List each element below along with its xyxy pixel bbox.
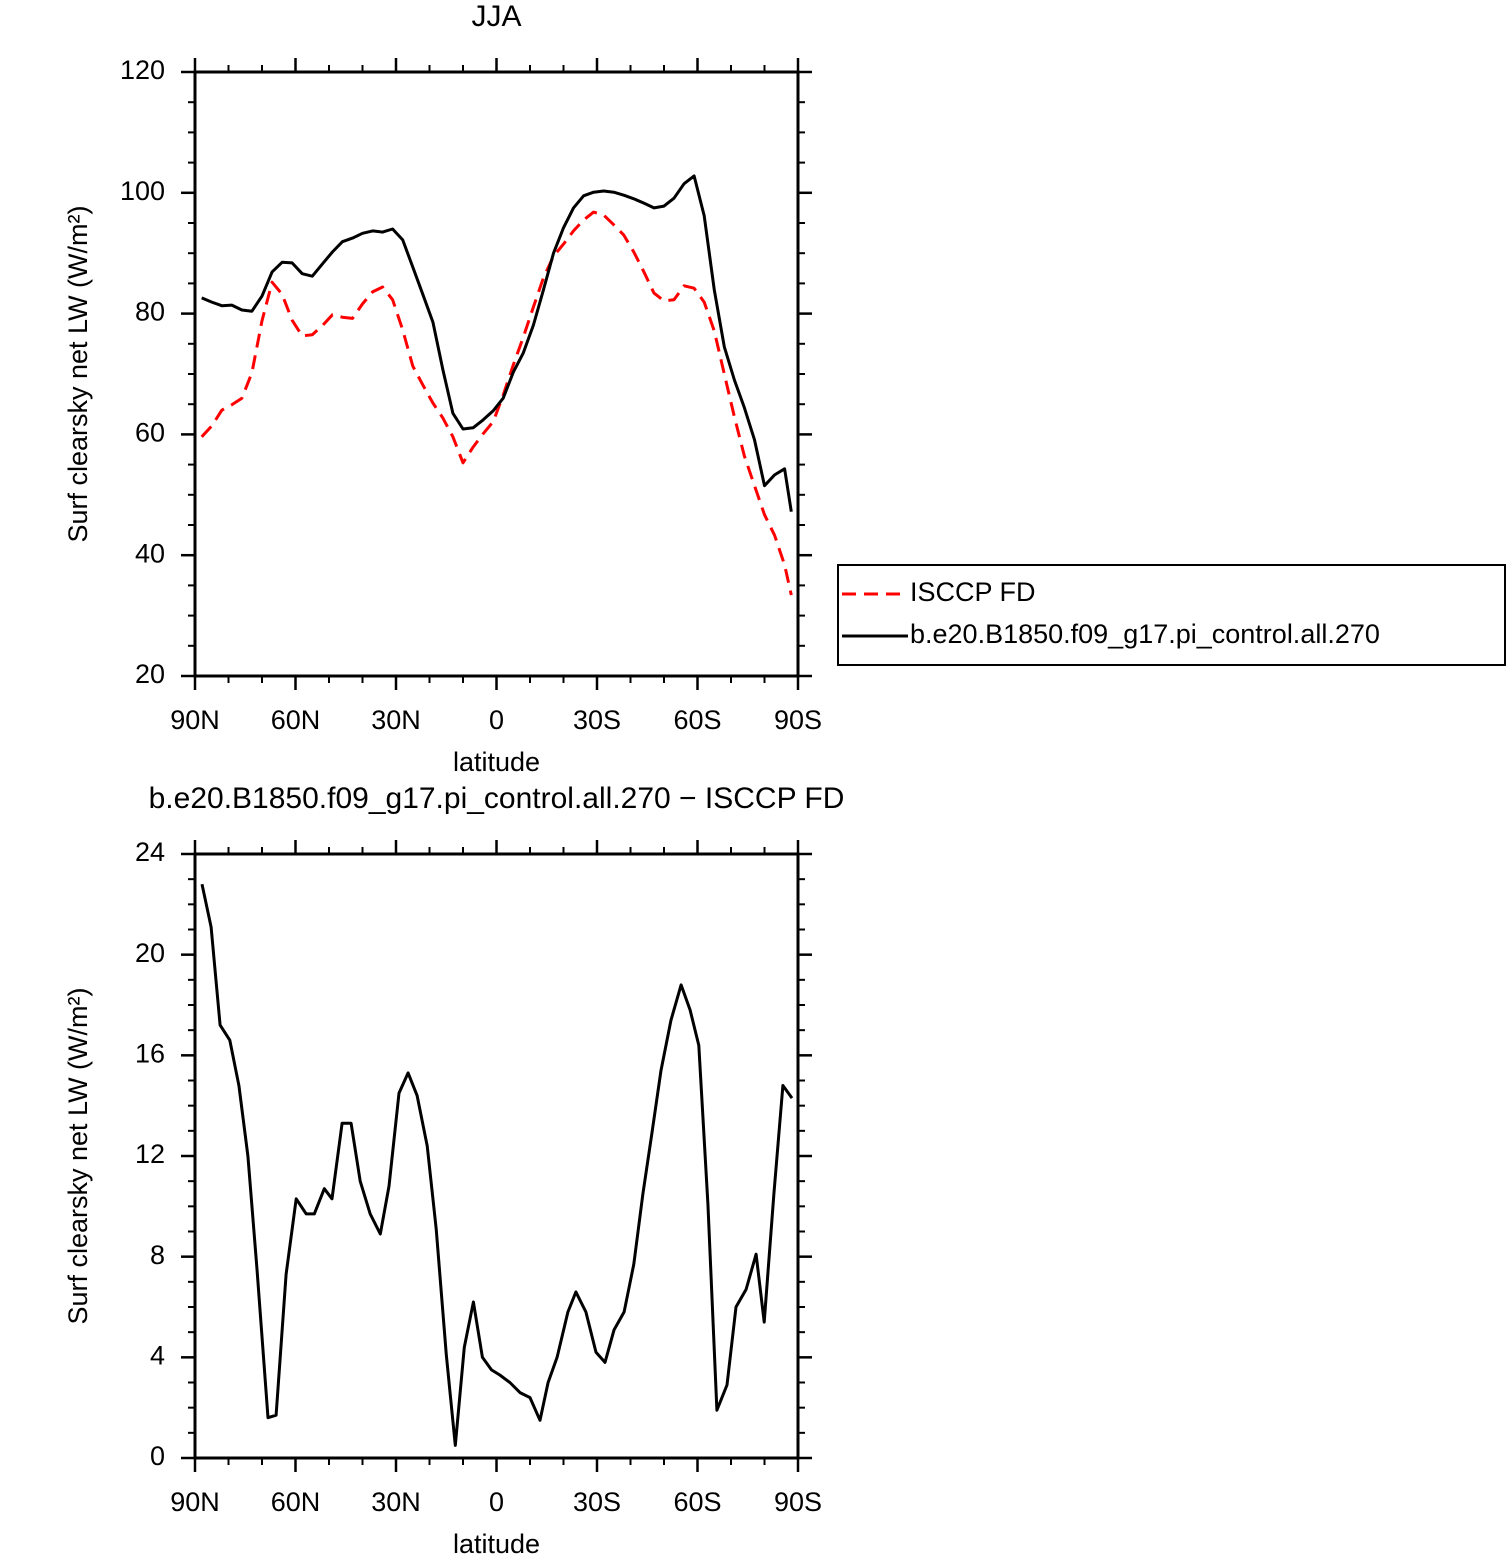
y-tick-label: 12 xyxy=(135,1139,165,1169)
x-tick-label: 90S xyxy=(774,1487,822,1517)
y-axis-label: Surf clearsky net LW (W/m²) xyxy=(63,205,93,542)
y-tick-label: 80 xyxy=(135,297,165,327)
x-tick-label: 90S xyxy=(774,705,822,735)
y-tick-label: 20 xyxy=(135,938,165,968)
x-tick-label: 0 xyxy=(489,1487,504,1517)
x-axis-label: latitude xyxy=(453,1529,540,1559)
x-axis-label: latitude xyxy=(453,747,540,777)
x-tick-label: 30N xyxy=(371,705,421,735)
legend-box xyxy=(837,564,1506,666)
x-tick-label: 60N xyxy=(271,1487,321,1517)
data-line xyxy=(201,174,793,512)
chart-title: JJA xyxy=(471,0,521,33)
x-tick-label: 60S xyxy=(673,705,721,735)
chart-title: b.e20.B1850.f09_g17.pi_control.all.270 −… xyxy=(149,782,845,815)
y-tick-label: 24 xyxy=(135,837,165,867)
legend-label: b.e20.B1850.f09_g17.pi_control.all.270 xyxy=(910,619,1380,649)
y-tick-label: 0 xyxy=(150,1441,165,1471)
y-tick-label: 120 xyxy=(120,55,165,85)
x-tick-label: 30S xyxy=(573,1487,621,1517)
y-tick-label: 60 xyxy=(135,418,165,448)
y-tick-label: 16 xyxy=(135,1038,165,1068)
legend-label: ISCCP FD xyxy=(910,577,1036,607)
x-tick-label: 60S xyxy=(673,1487,721,1517)
y-tick-label: 4 xyxy=(150,1340,165,1370)
x-tick-label: 30S xyxy=(573,705,621,735)
data-line xyxy=(200,210,793,596)
data-line xyxy=(200,883,794,1447)
y-tick-label: 40 xyxy=(135,538,165,568)
plot-frame xyxy=(193,70,800,678)
y-tick-label: 100 xyxy=(120,176,165,206)
y-tick-label: 8 xyxy=(150,1240,165,1270)
y-tick-label: 20 xyxy=(135,659,165,689)
x-tick-label: 90N xyxy=(170,705,220,735)
plot-frame xyxy=(193,852,800,1460)
x-tick-label: 90N xyxy=(170,1487,220,1517)
y-axis-label: Surf clearsky net LW (W/m²) xyxy=(63,987,93,1324)
x-tick-label: 0 xyxy=(489,705,504,735)
x-tick-label: 60N xyxy=(271,705,321,735)
x-tick-label: 30N xyxy=(371,1487,421,1517)
